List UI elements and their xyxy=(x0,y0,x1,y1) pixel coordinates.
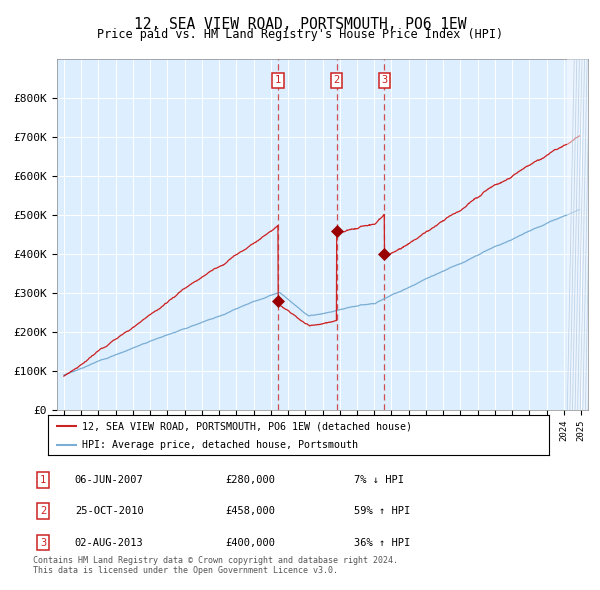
Text: 36% ↑ HPI: 36% ↑ HPI xyxy=(354,537,410,548)
Text: Contains HM Land Registry data © Crown copyright and database right 2024.
This d: Contains HM Land Registry data © Crown c… xyxy=(33,556,398,575)
Text: 59% ↑ HPI: 59% ↑ HPI xyxy=(354,506,410,516)
Text: 1: 1 xyxy=(275,76,281,86)
Text: £458,000: £458,000 xyxy=(226,506,275,516)
Text: £280,000: £280,000 xyxy=(226,476,275,486)
Text: 7% ↓ HPI: 7% ↓ HPI xyxy=(354,476,404,486)
Text: 2: 2 xyxy=(40,506,46,516)
Text: 3: 3 xyxy=(40,537,46,548)
Text: HPI: Average price, detached house, Portsmouth: HPI: Average price, detached house, Port… xyxy=(82,441,358,450)
Text: 12, SEA VIEW ROAD, PORTSMOUTH, PO6 1EW (detached house): 12, SEA VIEW ROAD, PORTSMOUTH, PO6 1EW (… xyxy=(82,421,412,431)
Text: 1: 1 xyxy=(40,476,46,486)
Text: 25-OCT-2010: 25-OCT-2010 xyxy=(75,506,143,516)
Text: 02-AUG-2013: 02-AUG-2013 xyxy=(75,537,143,548)
Text: 06-JUN-2007: 06-JUN-2007 xyxy=(75,476,143,486)
Text: 3: 3 xyxy=(381,76,388,86)
Text: 12, SEA VIEW ROAD, PORTSMOUTH, PO6 1EW: 12, SEA VIEW ROAD, PORTSMOUTH, PO6 1EW xyxy=(134,17,466,31)
Text: £400,000: £400,000 xyxy=(226,537,275,548)
Text: Price paid vs. HM Land Registry's House Price Index (HPI): Price paid vs. HM Land Registry's House … xyxy=(97,28,503,41)
Text: 2: 2 xyxy=(334,76,340,86)
